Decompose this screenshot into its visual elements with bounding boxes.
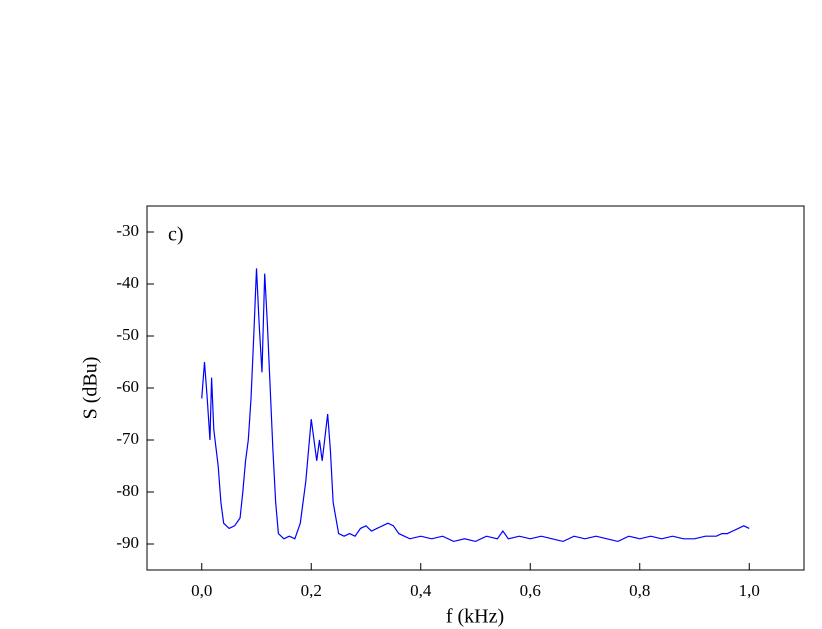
x-tick-label: 0,2 xyxy=(301,581,322,600)
x-tick-label: 0,4 xyxy=(410,581,432,600)
y-axis-label: S (dBu) xyxy=(80,357,102,420)
y-tick-label: -40 xyxy=(116,273,139,292)
y-tick-label: -50 xyxy=(116,325,139,344)
y-tick-label: -30 xyxy=(116,221,139,240)
y-tick-label: -60 xyxy=(116,377,139,396)
x-tick-label: 0,0 xyxy=(191,581,212,600)
x-tick-label: 0,6 xyxy=(520,581,541,600)
x-axis-label: f (kHz) xyxy=(446,606,504,628)
annotation: c) xyxy=(168,224,184,246)
y-tick-label: -80 xyxy=(116,481,139,500)
x-tick-label: 0,8 xyxy=(629,581,650,600)
y-tick-label: -70 xyxy=(116,429,139,448)
x-tick-label: 1,0 xyxy=(739,581,760,600)
plot-frame xyxy=(146,205,805,571)
spectrum-line xyxy=(201,268,750,543)
y-tick-label: -90 xyxy=(116,533,139,552)
